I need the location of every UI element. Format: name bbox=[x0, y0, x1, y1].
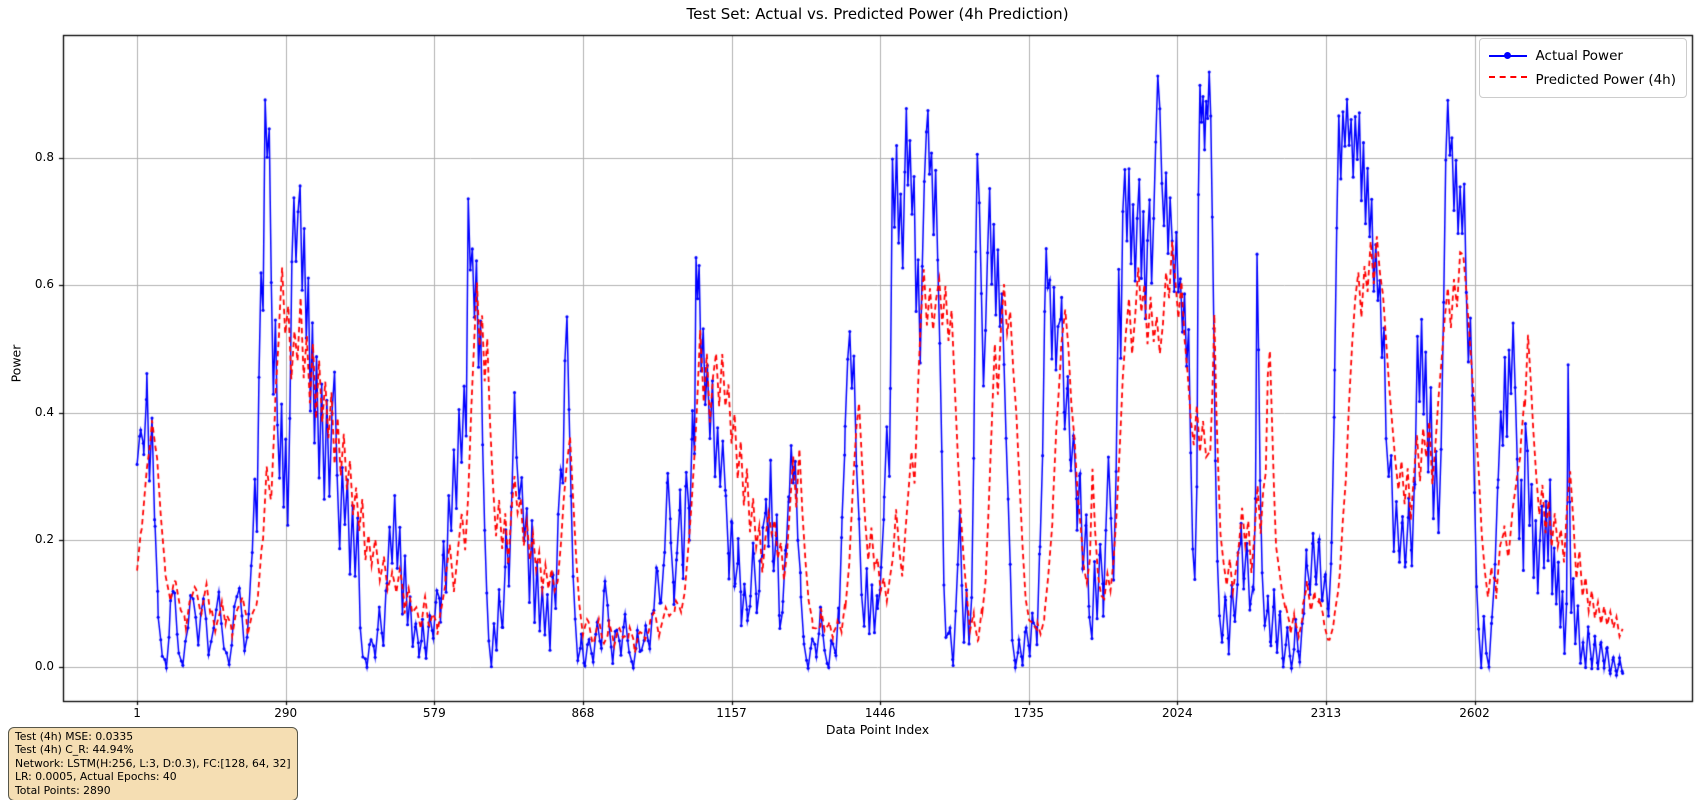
x-axis-label: Data Point Index bbox=[825, 722, 930, 737]
legend-label-actual: Actual Power bbox=[1535, 48, 1623, 64]
x-tick-label: 1157 bbox=[716, 706, 747, 720]
y-tick-label: 0.6 bbox=[34, 277, 54, 292]
x-tick-label: 579 bbox=[422, 706, 446, 720]
annotation-line-network: Network: LSTM(H:256, L:3, D:0.3), FC:[12… bbox=[15, 756, 291, 770]
x-tick-label: 1 bbox=[133, 706, 141, 720]
x-tick-label: 868 bbox=[571, 706, 595, 720]
chart-title: Test Set: Actual vs. Predicted Power (4h… bbox=[686, 5, 1069, 23]
y-tick-label: 0.2 bbox=[34, 531, 54, 546]
x-tick-label: 290 bbox=[274, 706, 298, 720]
y-tick-label: 0.4 bbox=[34, 404, 54, 419]
annotation-line-mse: Test (4h) MSE: 0.0335 bbox=[15, 730, 134, 743]
annotation-line-lr-epochs: LR: 0.0005, Actual Epochs: 40 bbox=[15, 770, 177, 784]
x-tick-label: 2602 bbox=[1459, 706, 1490, 720]
y-axis-label: Power bbox=[8, 344, 24, 383]
x-tick-label: 1735 bbox=[1013, 706, 1044, 720]
legend: Actual Power Predicted Power (4h) bbox=[1478, 38, 1687, 98]
annotation-line-cr: Test (4h) C_R: 44.94% bbox=[15, 743, 134, 757]
metrics-annotation-box: Test (4h) MSE: 0.0335 Test (4h) C_R: 44.… bbox=[8, 727, 298, 800]
predicted-dash-swatch-icon bbox=[1488, 75, 1527, 85]
legend-item-actual: Actual Power bbox=[1488, 44, 1676, 68]
legend-item-predicted: Predicted Power (4h) bbox=[1488, 68, 1676, 92]
legend-label-predicted: Predicted Power (4h) bbox=[1535, 72, 1676, 88]
y-tick-label: 0.8 bbox=[34, 150, 54, 165]
actual-line-swatch-icon bbox=[1488, 51, 1527, 61]
annotation-line-total-points: Total Points: 2890 bbox=[15, 783, 111, 797]
x-tick-label: 2024 bbox=[1162, 706, 1193, 720]
y-tick-label: 0.0 bbox=[34, 658, 54, 673]
x-tick-label: 2313 bbox=[1310, 706, 1342, 720]
x-tick-label: 1446 bbox=[864, 706, 896, 720]
